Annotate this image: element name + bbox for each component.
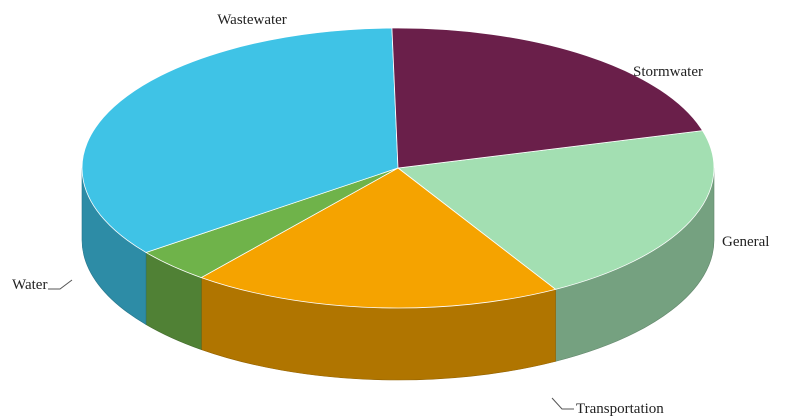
pie-top-faces bbox=[81, 27, 715, 309]
leader-transportation bbox=[551, 397, 574, 410]
label-water: Water bbox=[12, 277, 47, 293]
label-general: General bbox=[722, 234, 769, 250]
label-stormwater: Stormwater bbox=[633, 64, 703, 80]
slice-transportation bbox=[81, 27, 399, 253]
leader-water bbox=[48, 279, 73, 290]
label-wastewater: Wastewater bbox=[217, 12, 287, 28]
slice-wastewater bbox=[396, 130, 715, 290]
slice-labels: Wastewater Stormwater General Transporta… bbox=[12, 12, 769, 417]
slice-water bbox=[391, 27, 704, 169]
pie-depth-sides bbox=[81, 167, 715, 381]
slice-stormwater bbox=[200, 167, 557, 309]
label-leader-lines bbox=[48, 279, 574, 410]
label-transportation: Transportation bbox=[576, 401, 664, 417]
